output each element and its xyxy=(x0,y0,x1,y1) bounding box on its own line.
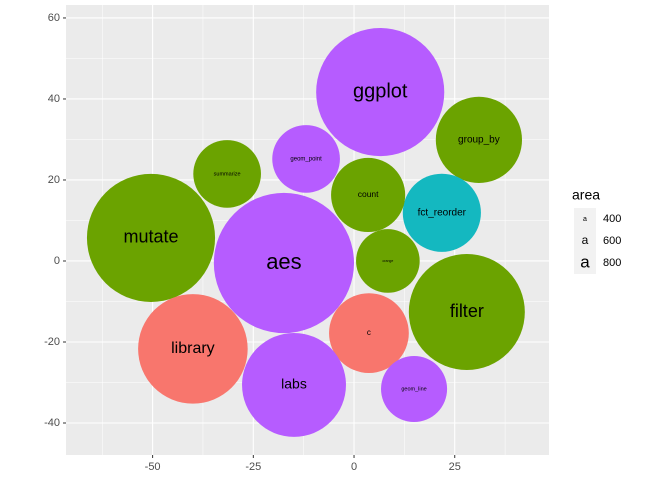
bubble-label: mutate xyxy=(123,227,178,247)
bubble-label: summarize xyxy=(214,171,241,177)
bubble-label: geom_point xyxy=(290,156,322,162)
bubble xyxy=(331,157,406,233)
legend-key xyxy=(574,208,596,230)
legend-glyph: a xyxy=(582,233,589,247)
legend-title: area xyxy=(572,187,600,203)
bubble xyxy=(242,332,346,437)
bubble-label: labs xyxy=(281,376,307,392)
bubble-label: library xyxy=(171,340,215,357)
bubble-label: geom_line xyxy=(401,386,426,392)
y-tick-label: 60 xyxy=(48,12,60,24)
y-tick-label: 0 xyxy=(54,255,60,267)
legend-glyph: a xyxy=(583,216,587,223)
bubble xyxy=(435,96,523,183)
bubble xyxy=(213,192,355,334)
bubble xyxy=(381,355,448,423)
bubble xyxy=(402,173,481,252)
bubble xyxy=(138,294,248,404)
bubble xyxy=(329,293,409,373)
y-tick-label: -40 xyxy=(44,417,60,429)
bubble-label: fct_reorder xyxy=(418,207,467,218)
legend-label: 400 xyxy=(603,213,621,225)
bubble-label: filter xyxy=(450,301,484,321)
y-tick-label: 40 xyxy=(48,93,60,105)
bubble xyxy=(356,229,420,293)
bubble xyxy=(316,28,445,157)
bubble xyxy=(193,140,261,208)
legend-key xyxy=(574,230,596,252)
legend-glyph: a xyxy=(580,252,590,271)
x-tick-label: 25 xyxy=(449,461,461,473)
bubble xyxy=(272,125,340,193)
legend-key xyxy=(574,252,596,274)
y-tick-label: -20 xyxy=(44,336,60,348)
y-tick-label: 20 xyxy=(48,174,60,186)
legend-label: 600 xyxy=(603,235,621,247)
bubble xyxy=(408,254,525,371)
bubble-label: c xyxy=(367,328,371,337)
bubble-label: group_by xyxy=(458,135,500,146)
bubble xyxy=(86,173,216,302)
x-tick-label: -50 xyxy=(145,461,161,473)
x-tick-label: -25 xyxy=(245,461,261,473)
bubble-label: aes xyxy=(266,249,301,274)
bubble-label: count xyxy=(358,189,379,199)
bubble-label: orange xyxy=(382,259,393,263)
legend-label: 800 xyxy=(603,257,621,269)
x-tick-label: 0 xyxy=(351,461,357,473)
bubble-label: ggplot xyxy=(353,80,408,102)
